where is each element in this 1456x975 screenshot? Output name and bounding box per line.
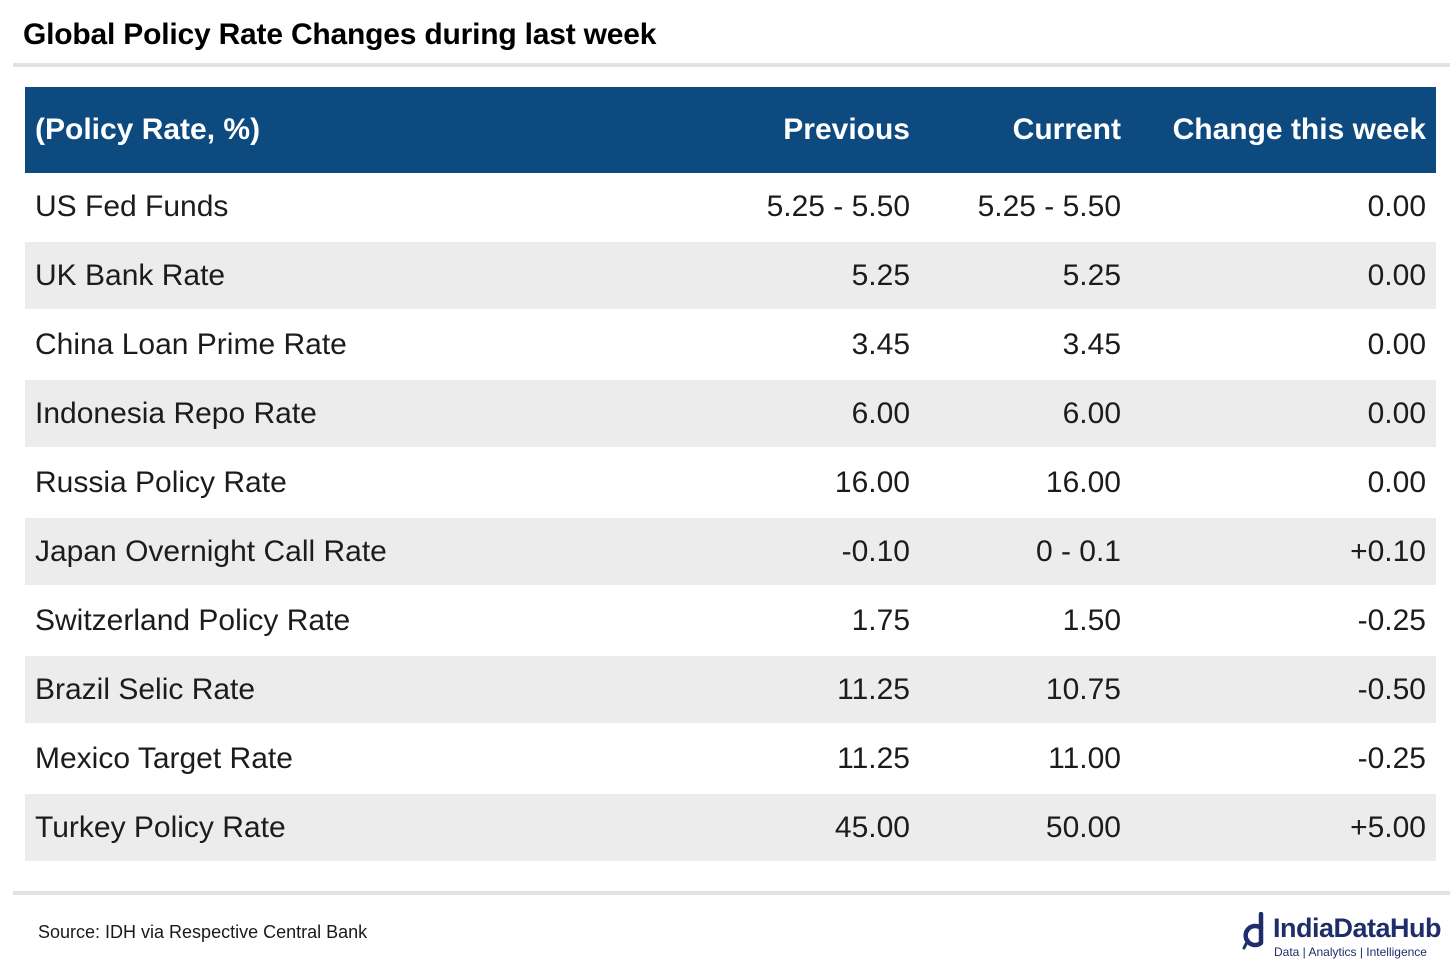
table-row: Switzerland Policy Rate 1.75 1.50 -0.25 — [25, 586, 1436, 656]
change-cell: 0.00 — [1131, 310, 1436, 380]
change-cell: 0.00 — [1131, 241, 1436, 311]
previous-cell: 1.75 — [740, 586, 920, 656]
change-cell: 0.00 — [1131, 173, 1436, 242]
logo-mark-icon — [1242, 912, 1264, 950]
table-row: Mexico Target Rate 11.25 11.00 -0.25 — [25, 724, 1436, 794]
current-cell: 5.25 — [920, 241, 1131, 311]
rate-name-cell: China Loan Prime Rate — [25, 310, 740, 380]
change-cell: -0.50 — [1131, 655, 1436, 725]
rate-name-cell: Russia Policy Rate — [25, 448, 740, 518]
current-cell: 6.00 — [920, 379, 1131, 449]
change-cell: +5.00 — [1131, 793, 1436, 863]
table-row: UK Bank Rate 5.25 5.25 0.00 — [25, 241, 1436, 311]
current-cell: 11.00 — [920, 724, 1131, 794]
rate-name-cell: UK Bank Rate — [25, 241, 740, 311]
previous-cell: 3.45 — [740, 310, 920, 380]
table-row: Japan Overnight Call Rate -0.10 0 - 0.1 +0.… — [25, 517, 1436, 587]
rate-name-cell: Turkey Policy Rate — [25, 793, 740, 863]
change-cell: -0.25 — [1131, 724, 1436, 794]
current-cell: 10.75 — [920, 655, 1131, 725]
previous-cell: 5.25 - 5.50 — [740, 173, 920, 242]
rate-name-cell: Switzerland Policy Rate — [25, 586, 740, 656]
current-cell: 1.50 — [920, 586, 1131, 656]
current-cell: 5.25 - 5.50 — [920, 173, 1131, 242]
page-title: Global Policy Rate Changes during last w… — [23, 18, 657, 51]
rate-name-cell: Indonesia Repo Rate — [25, 379, 740, 449]
table-body: US Fed Funds 5.25 - 5.50 5.25 - 5.50 0.00 UK… — [25, 173, 1436, 863]
current-cell: 0 - 0.1 — [920, 517, 1131, 587]
rate-name-cell: Japan Overnight Call Rate — [25, 517, 740, 587]
policy-rate-table: (Policy Rate, %) Previous Current Change… — [25, 87, 1436, 863]
current-cell: 16.00 — [920, 448, 1131, 518]
table-row: Brazil Selic Rate 11.25 10.75 -0.50 — [25, 655, 1436, 725]
change-cell: -0.25 — [1131, 586, 1436, 656]
column-header: Previous — [740, 87, 920, 173]
table-row: Russia Policy Rate 16.00 16.00 0.00 — [25, 448, 1436, 518]
previous-cell: 45.00 — [740, 793, 920, 863]
rate-name-cell: US Fed Funds — [25, 173, 740, 242]
logo-tagline: Data | Analytics | Intelligence — [1274, 945, 1427, 959]
previous-cell: 5.25 — [740, 241, 920, 311]
column-header: Change this week — [1131, 87, 1436, 173]
table-row: Turkey Policy Rate 45.00 50.00 +5.00 — [25, 793, 1436, 863]
column-header: (Policy Rate, %) — [25, 87, 740, 173]
logo-brand-text: IndiaDataHub — [1273, 913, 1442, 943]
table-row: Indonesia Repo Rate 6.00 6.00 0.00 — [25, 379, 1436, 449]
source-note: Source: IDH via Respective Central Bank — [38, 922, 368, 942]
previous-cell: 11.25 — [740, 655, 920, 725]
indiadatahub-logo: IndiaDataHub Data | Analytics | Intellig… — [1240, 912, 1450, 964]
bottom-divider — [13, 891, 1450, 895]
previous-cell: 6.00 — [740, 379, 920, 449]
rate-name-cell: Brazil Selic Rate — [25, 655, 740, 725]
top-divider — [13, 63, 1450, 67]
rate-name-cell: Mexico Target Rate — [25, 724, 740, 794]
table-row: China Loan Prime Rate 3.45 3.45 0.00 — [25, 310, 1436, 380]
change-cell: 0.00 — [1131, 379, 1436, 449]
current-cell: 3.45 — [920, 310, 1131, 380]
change-cell: +0.10 — [1131, 517, 1436, 587]
column-header: Current — [920, 87, 1131, 173]
table-row: US Fed Funds 5.25 - 5.50 5.25 - 5.50 0.00 — [25, 173, 1436, 242]
previous-cell: -0.10 — [740, 517, 920, 587]
previous-cell: 16.00 — [740, 448, 920, 518]
change-cell: 0.00 — [1131, 448, 1436, 518]
current-cell: 50.00 — [920, 793, 1131, 863]
table-header-row: (Policy Rate, %) Previous Current Change… — [25, 87, 1436, 173]
previous-cell: 11.25 — [740, 724, 920, 794]
